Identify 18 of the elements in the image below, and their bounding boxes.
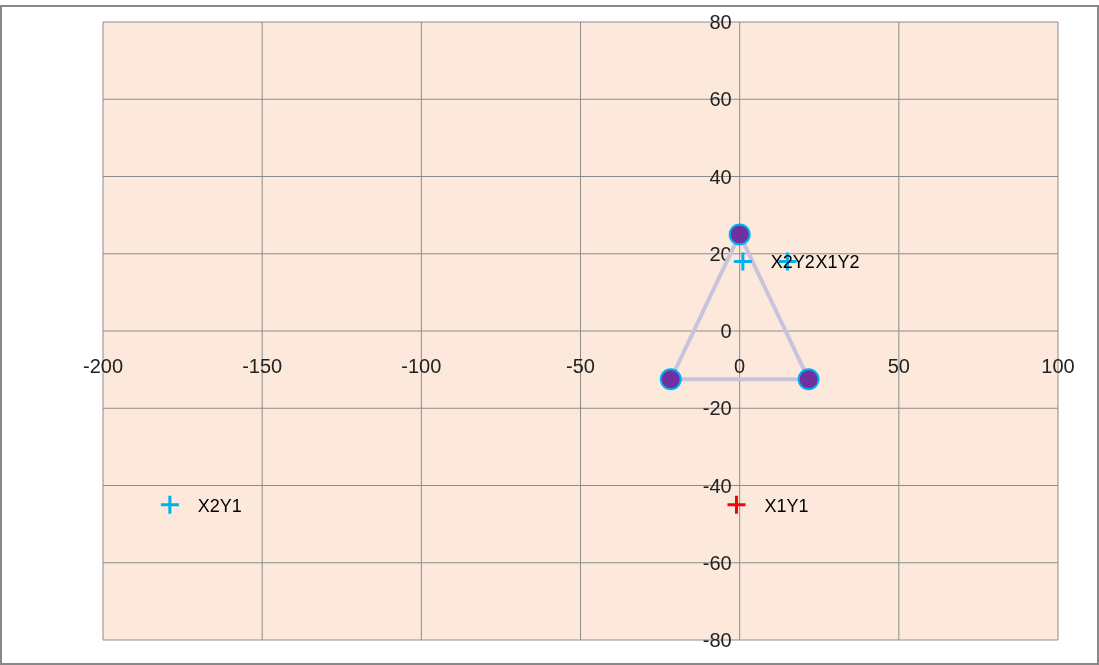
y-tick-label: -40: [702, 474, 732, 497]
y-tick-label: 60: [709, 88, 732, 111]
y-tick-label: 80: [709, 11, 732, 33]
x-tick-label: 0: [734, 355, 746, 377]
y-tick-label: -60: [702, 551, 732, 574]
y-tick-label: 0: [720, 320, 732, 342]
y-tick-label: -20: [702, 397, 732, 420]
x-tick-label: -100: [401, 355, 442, 377]
y-tick-label: -80: [702, 629, 732, 651]
x-tick-label: -50: [566, 355, 595, 377]
x-tick-label: 50: [887, 355, 910, 377]
series-label: X1Y1: [764, 495, 809, 516]
y-tick-label: 40: [709, 165, 732, 188]
x-tick-label: -150: [242, 355, 283, 377]
series-label: X2Y1: [197, 495, 242, 516]
x-tick-label: -200: [82, 355, 124, 377]
series-label: X1Y2: [815, 252, 860, 273]
x-tick-label: 100: [1041, 355, 1075, 377]
